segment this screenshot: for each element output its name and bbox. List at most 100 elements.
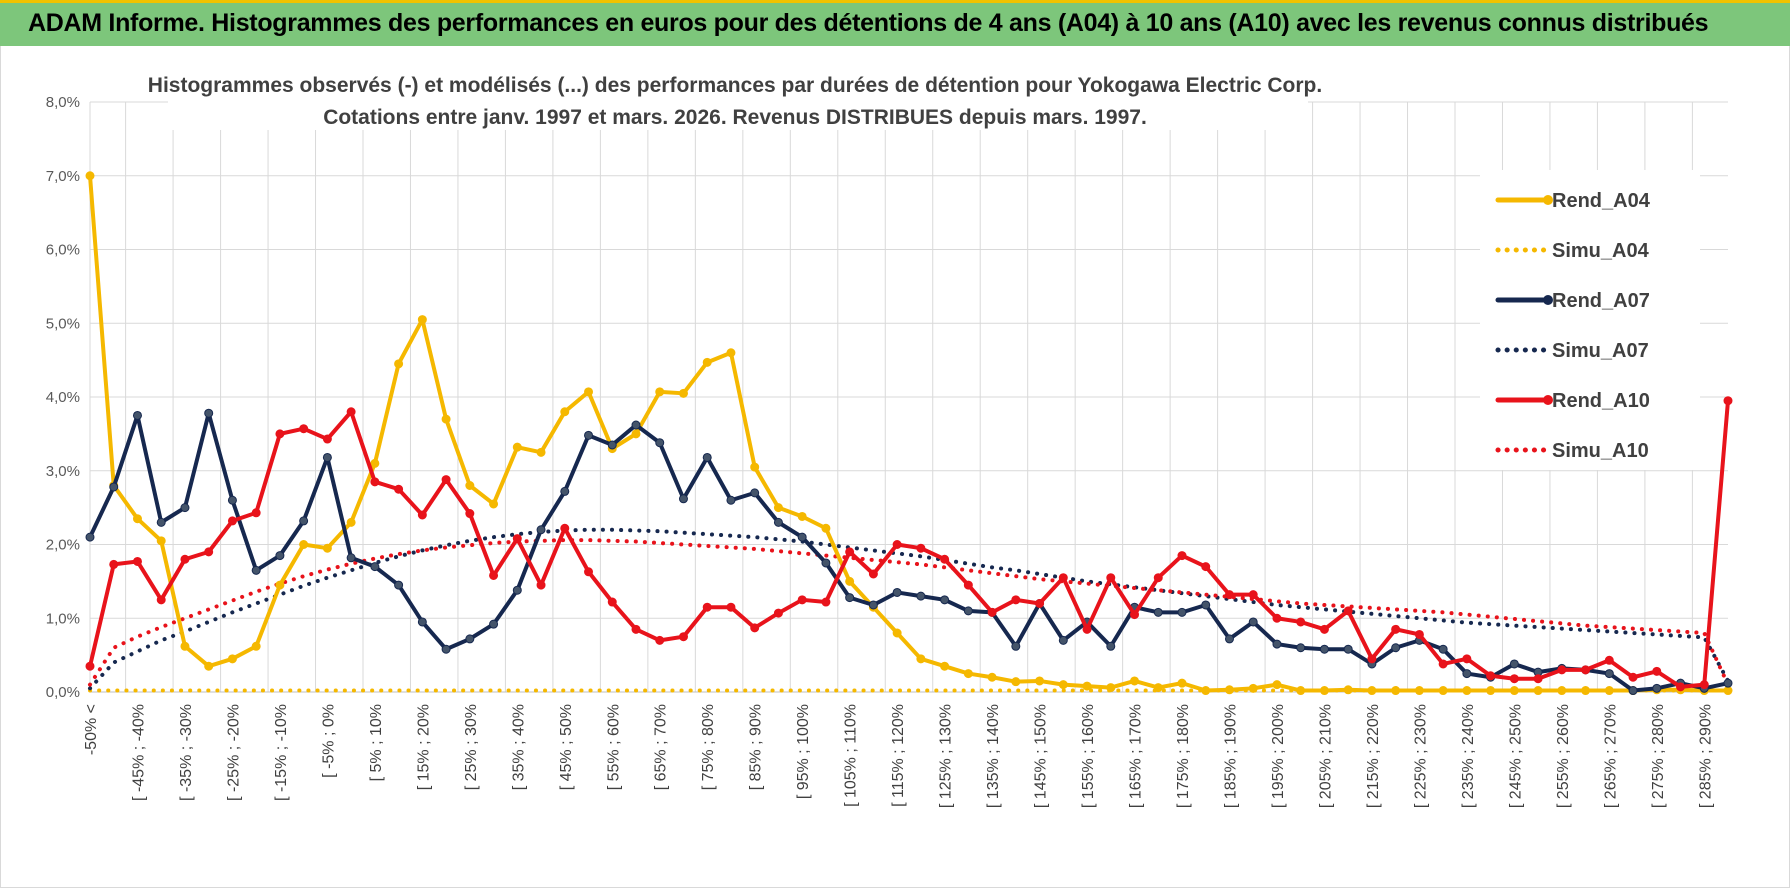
point-rend-a10 xyxy=(1438,659,1448,669)
point-rend-a04 xyxy=(156,536,166,546)
legend-label-simu-a10: Simu_A10 xyxy=(1552,440,1649,462)
point-rend-a04 xyxy=(346,517,356,527)
point-rend-a07 xyxy=(1462,669,1472,679)
point-rend-a10 xyxy=(1486,671,1496,681)
point-rend-a07 xyxy=(1723,678,1733,688)
point-rend-a07 xyxy=(1153,607,1163,617)
point-rend-a07 xyxy=(655,438,665,448)
point-rend-a10 xyxy=(678,632,688,642)
point-rend-a04 xyxy=(773,503,783,513)
point-rend-a04 xyxy=(1462,686,1472,696)
point-rend-a04 xyxy=(1604,686,1614,696)
x-tick-label: [ 285% ; 290% xyxy=(1697,704,1714,808)
x-tick-label: [ 15% ; 20% xyxy=(415,704,432,790)
chart-subtitle-line-1: Histogrammes observés (-) et modélisés (… xyxy=(148,74,1322,97)
point-rend-a04 xyxy=(655,387,665,397)
x-tick-label: [ 35% ; 40% xyxy=(510,704,527,790)
point-rend-a04 xyxy=(1438,686,1448,696)
point-rend-a10 xyxy=(607,597,617,607)
point-rend-a10 xyxy=(1509,674,1519,684)
legend-label-rend-a07: Rend_A07 xyxy=(1552,290,1650,312)
point-rend-a10 xyxy=(987,607,997,617)
x-axis-ticks: -50% < [ -45% ; -40% [ -35% ; -30% [ -25% ;… xyxy=(83,704,1714,808)
point-rend-a04 xyxy=(892,628,902,638)
point-rend-a10 xyxy=(1130,610,1140,620)
point-rend-a04 xyxy=(916,654,926,664)
point-rend-a10 xyxy=(489,570,499,580)
point-rend-a10 xyxy=(417,510,427,520)
y-tick-label: 2,0% xyxy=(46,537,80,554)
x-tick-label: [ -5% ; 0% xyxy=(320,704,337,778)
point-rend-a04 xyxy=(1272,680,1282,690)
point-rend-a07 xyxy=(465,634,475,644)
series-simu-a10 xyxy=(88,538,1730,687)
point-rend-a07 xyxy=(702,452,712,462)
header-banner: ADAM Informe. Histogrammes des performan… xyxy=(0,0,1790,46)
point-rend-a04 xyxy=(227,654,237,664)
point-rend-a04 xyxy=(1201,686,1211,696)
x-tick-label: [ 85% ; 90% xyxy=(748,704,765,790)
point-rend-a07 xyxy=(916,591,926,601)
point-rend-a04 xyxy=(1723,686,1733,696)
point-rend-a04 xyxy=(1557,686,1567,696)
point-rend-a10 xyxy=(465,509,475,519)
point-rend-a10 xyxy=(1058,573,1068,583)
point-rend-a07 xyxy=(394,580,404,590)
x-tick-label: [ 185% ; 190% xyxy=(1222,704,1239,808)
point-rend-a07 xyxy=(963,606,973,616)
point-rend-a10 xyxy=(251,508,261,518)
point-rend-a04 xyxy=(1058,680,1068,690)
subtitle-background xyxy=(168,68,1308,130)
legend-marker-rend-a07 xyxy=(1543,295,1553,305)
point-rend-a10 xyxy=(1414,629,1424,639)
x-tick-label: [ 245% ; 250% xyxy=(1507,704,1524,808)
point-rend-a04 xyxy=(441,414,451,424)
point-rend-a04 xyxy=(1319,686,1329,696)
x-tick-label: [ 65% ; 70% xyxy=(653,704,670,790)
point-rend-a07 xyxy=(868,600,878,610)
point-rend-a07 xyxy=(584,430,594,440)
legend-background xyxy=(1480,170,1700,470)
point-rend-a07 xyxy=(1201,600,1211,610)
point-rend-a04 xyxy=(797,511,807,521)
point-rend-a10 xyxy=(1391,624,1401,634)
legend-marker-rend-a10 xyxy=(1543,395,1553,405)
point-rend-a07 xyxy=(1248,617,1258,627)
point-rend-a07 xyxy=(1604,669,1614,679)
point-rend-a04 xyxy=(536,447,546,457)
series-layer xyxy=(85,171,1733,696)
point-rend-a07 xyxy=(1628,686,1638,696)
line-rend-a10 xyxy=(88,398,1730,689)
page-title: ADAM Informe. Histogrammes des performan… xyxy=(28,9,1709,37)
point-rend-a04 xyxy=(1153,683,1163,693)
x-tick-label: [ 135% ; 140% xyxy=(985,704,1002,808)
point-rend-a04 xyxy=(465,481,475,490)
legend: Rend_A04 Simu_A04 Rend_A07 Simu_A07 Rend_A10… xyxy=(1495,190,1651,462)
y-tick-label: 0,0% xyxy=(46,684,80,701)
point-rend-a10 xyxy=(560,523,570,533)
chart-subtitle-line-2: Cotations entre janv. 1997 et mars. 2026… xyxy=(323,106,1147,129)
x-tick-label: -50% < xyxy=(83,704,100,755)
point-rend-a07 xyxy=(109,482,119,492)
point-rend-a10 xyxy=(275,429,285,439)
point-rend-a10 xyxy=(1343,606,1353,616)
point-rend-a07 xyxy=(940,595,950,605)
point-rend-a10 xyxy=(512,534,522,544)
point-rend-a07 xyxy=(417,617,427,627)
point-rend-a07 xyxy=(1438,644,1448,654)
point-rend-a10 xyxy=(1224,590,1234,600)
point-rend-a10 xyxy=(1462,654,1472,664)
point-rend-a10 xyxy=(204,547,214,557)
point-rend-a10 xyxy=(1201,562,1211,572)
y-axis-ticks: 0,0% 1,0% 2,0% 3,0% 4,0% 5,0% 6,0% 7,0% 8,0% xyxy=(46,94,80,701)
x-tick-label: [ 25% ; 30% xyxy=(463,704,480,790)
point-rend-a07 xyxy=(631,420,641,430)
point-rend-a04 xyxy=(394,359,404,369)
point-rend-a10 xyxy=(584,567,594,577)
legend-label-simu-a04: Simu_A04 xyxy=(1552,240,1650,262)
point-rend-a07 xyxy=(1272,639,1282,649)
point-rend-a10 xyxy=(726,602,736,612)
point-rend-a04 xyxy=(1248,683,1258,693)
line-simu-a10 xyxy=(88,538,1730,687)
point-rend-a10 xyxy=(750,623,760,633)
